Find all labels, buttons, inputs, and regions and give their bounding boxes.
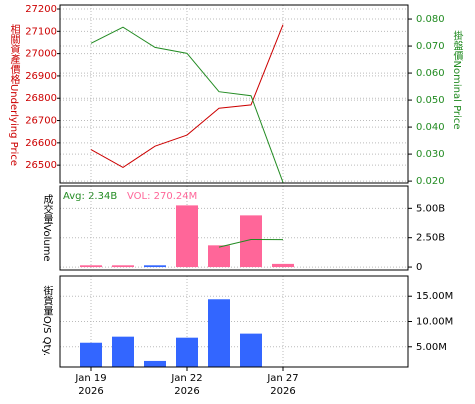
- bar: [272, 263, 294, 268]
- tick-label: 26900: [25, 71, 57, 82]
- x-tick-label: Jan 22: [170, 373, 202, 384]
- tick-label: 0.050: [416, 95, 445, 106]
- avg-label: Avg: 2.34B: [63, 191, 117, 202]
- tick-label: 27000: [25, 49, 57, 60]
- bar: [208, 299, 230, 367]
- bar: [112, 336, 134, 367]
- tick-label: 0.030: [416, 149, 445, 160]
- tick-label: 5.00M: [416, 342, 447, 353]
- tick-label: 0: [416, 262, 422, 273]
- tick-label: 26500: [25, 160, 57, 171]
- x-tick-year: 2026: [270, 386, 295, 397]
- bar: [208, 245, 230, 268]
- tick-label: 0.060: [416, 68, 445, 79]
- tick-label: 5.00B: [416, 203, 445, 214]
- y-label: 街貨量O/S Qty.: [41, 285, 53, 356]
- x-tick-label: Jan 19: [74, 373, 106, 384]
- bar: [240, 215, 262, 268]
- bar: [240, 333, 262, 367]
- line: [90, 24, 284, 168]
- tick-label: 0.020: [416, 176, 445, 187]
- tick-label: 26700: [25, 116, 57, 127]
- y-label: 成交量Volume: [41, 194, 53, 261]
- bar: [144, 360, 166, 367]
- bar: [176, 337, 198, 367]
- x-tick-label: Jan 27: [266, 373, 298, 384]
- tick-label: 0.040: [416, 122, 445, 133]
- plot-frame: [59, 185, 409, 271]
- y-label: 相關資產價格Underlying Price: [8, 23, 20, 166]
- x-tick-year: 2026: [174, 386, 199, 397]
- tick-label: 27100: [25, 26, 57, 37]
- tick-label: 26600: [25, 138, 57, 149]
- tick-label: 2.50B: [416, 233, 445, 244]
- line: [90, 26, 284, 183]
- bar: [144, 265, 166, 268]
- bar: [80, 265, 102, 268]
- avg-line: [218, 238, 284, 248]
- x-tick-year: 2026: [78, 386, 103, 397]
- bar: [112, 265, 134, 268]
- plot-frame: [59, 275, 409, 368]
- bar: [176, 205, 198, 268]
- vol-label: VOL: 270.24M: [127, 191, 197, 202]
- plot-frame: [59, 4, 409, 184]
- tick-label: 0.070: [416, 41, 445, 52]
- y2-label: 掛盤價Nominal Price: [451, 29, 463, 129]
- tick-label: 15.00M: [416, 291, 453, 302]
- bar: [80, 342, 102, 367]
- tick-label: 10.00M: [416, 317, 453, 328]
- tick-label: 27200: [25, 4, 57, 15]
- tick-label: 0.080: [416, 14, 445, 25]
- tick-label: 26800: [25, 93, 57, 104]
